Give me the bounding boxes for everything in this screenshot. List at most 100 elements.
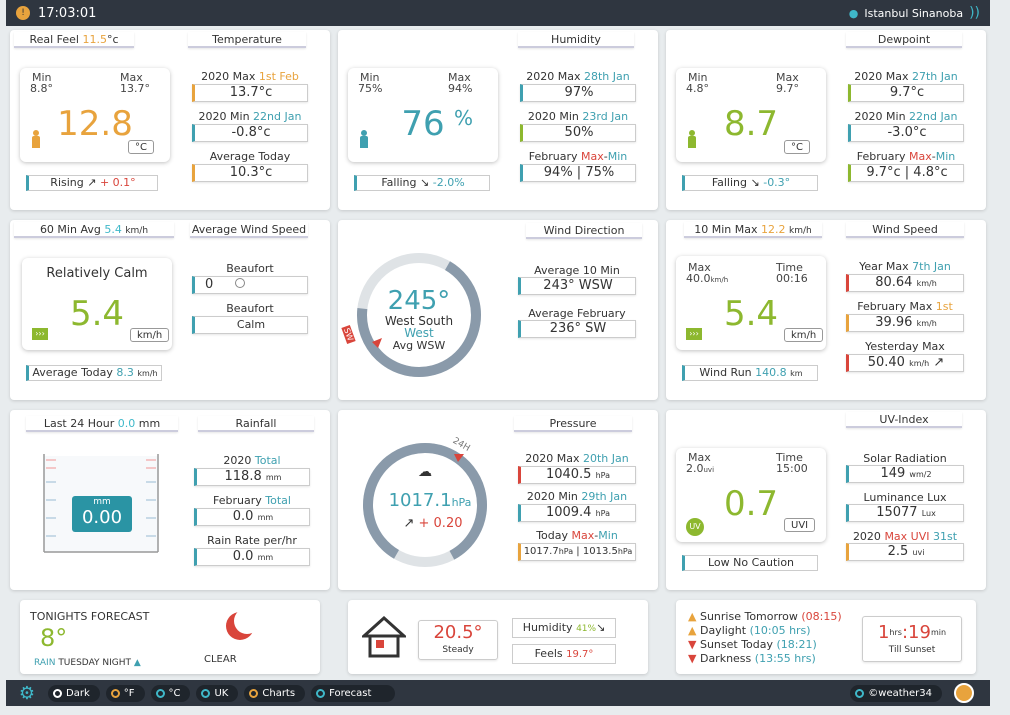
dewpoint-header: Dewpoint — [846, 32, 962, 48]
avg-wind-header: Average Wind Speed — [190, 222, 308, 238]
humidity-main: Min 75% Max 94% 76 % — [348, 68, 498, 162]
forecast-condition: CLEAR — [204, 654, 237, 665]
weather-icon: ☁ — [418, 464, 432, 480]
last24-header: Last 24 Hour 0.0 mm — [26, 416, 178, 432]
max-label: Max — [688, 451, 711, 464]
v: 0.0 — [232, 549, 254, 564]
charts-button[interactable]: Charts — [244, 684, 306, 702]
v: 118.8 — [224, 469, 262, 484]
total: Total — [254, 454, 281, 467]
v: 2.5 — [887, 544, 909, 559]
chevrons-icon: ››› — [32, 328, 48, 340]
uv-panel: UV-Index Max 2.0uvi Time 15:00 0.7 UV UV… — [666, 410, 986, 590]
label: 2020 Min — [527, 110, 579, 123]
rain-readout: mm 0.00 — [72, 496, 132, 532]
month-max-value: 39.96 km/h — [846, 314, 964, 332]
wind-value: 5.4 — [723, 294, 779, 334]
year-max-value: 80.64 km/h — [846, 274, 964, 292]
date: 29th Jan — [581, 490, 628, 503]
celsius-button[interactable]: °C — [150, 684, 191, 702]
beaufort-label: Beaufort — [226, 262, 274, 275]
gear-icon[interactable]: ⚙ — [18, 682, 36, 704]
year-max-label: 2020 Max 1st Feb — [192, 70, 308, 83]
solar-value: 149 wm/2 — [846, 465, 964, 483]
trend-label: Falling — [711, 176, 747, 189]
dewpoint-panel: Dewpoint Min 4.8° Max 9.7° 8.7 °C Fallin… — [666, 30, 986, 210]
dewpoint-unit: °C — [784, 140, 810, 154]
indoor-temp-box: 20.5° Steady — [418, 620, 498, 660]
indoor-panel: 20.5° Steady Humidity 41%↘ Feels 19.7° — [348, 600, 648, 674]
forecast-title: TONIGHTS FORECAST — [30, 610, 150, 623]
brand-link[interactable]: ©weather34 — [850, 684, 942, 702]
forecast-temp: 8° — [40, 624, 68, 652]
sunset-row: ▼ Sunset Today (18:21) — [688, 638, 817, 651]
label: 2020 Min — [198, 110, 250, 123]
label: 2020 Max — [525, 452, 580, 465]
label: Average Today — [32, 366, 113, 379]
humidity-trend: Falling ↘ -2.0% — [354, 175, 490, 191]
label: UK — [214, 687, 229, 699]
u: uvi — [703, 466, 715, 474]
u: hPa — [558, 547, 574, 556]
label: Today — [536, 529, 569, 542]
avg-wind-panel: 60 Min Avg 5.4 km/h Average Wind Speed R… — [10, 220, 330, 400]
pressure-header: Pressure — [514, 416, 632, 432]
date: 22nd Jan — [909, 110, 958, 123]
year-max-value: 97% — [520, 84, 636, 102]
min-value: 75% — [358, 82, 383, 95]
direction-name-2: West — [404, 326, 434, 340]
rf-label: Real Feel — [29, 33, 79, 46]
v: 80.64 — [875, 275, 913, 290]
fahrenheit-button[interactable]: °F — [105, 684, 145, 702]
label: 2020 Min — [854, 110, 906, 123]
h: 1 — [877, 622, 890, 643]
v: 2.0 — [686, 462, 704, 475]
v: 50.40 — [867, 355, 905, 370]
val: (13:55 hrs) — [754, 652, 816, 665]
max: Max UVI — [884, 530, 930, 543]
uv-badge: UV — [686, 518, 704, 536]
humidity-value: 76 — [401, 104, 445, 144]
temperature-header: Temperature — [188, 32, 306, 48]
rain-value: 0.00 — [81, 507, 123, 528]
avg-value: 10.3°c — [192, 164, 308, 182]
daylight-row: ▲ Daylight (10:05 hrs) — [688, 624, 811, 637]
label: Daylight — [699, 624, 747, 637]
pressure-gauge — [363, 443, 487, 567]
forecast-button[interactable]: Forecast — [311, 684, 396, 702]
label: 2020 Max — [854, 70, 909, 83]
label: 2020 Min — [526, 490, 578, 503]
v: 40.0 — [686, 272, 711, 285]
v: 1040.5 — [545, 467, 592, 482]
dark-button[interactable]: Dark — [48, 684, 100, 702]
trend-label: Falling — [381, 176, 417, 189]
darkness-row: ▼ Darkness (13:55 hrs) — [688, 652, 816, 665]
v: 1017.1 — [388, 490, 452, 511]
mu: min — [930, 628, 947, 637]
beaufort2-label: Beaufort — [226, 302, 274, 315]
u: wm/2 — [909, 470, 932, 479]
uk-button[interactable]: UK — [196, 684, 239, 702]
theme-toggle-icon[interactable] — [954, 683, 974, 703]
min-label: Min — [360, 71, 380, 84]
label: Humidity — [522, 621, 573, 634]
10min-max-header: 10 Min Max 12.2 km/h — [684, 222, 822, 238]
max-value: 40.0km/h — [686, 273, 728, 286]
temp-value: 12.8 — [57, 104, 133, 144]
clock-icon: ! — [16, 6, 30, 20]
min-value: 4.8° — [686, 82, 709, 95]
person-icon — [360, 130, 368, 150]
u: hPa — [451, 496, 472, 509]
label: February — [856, 150, 906, 163]
avgmonth-label: Average February — [528, 307, 626, 320]
wind-run: Wind Run 140.8 km — [682, 365, 818, 381]
val: 41% — [576, 624, 597, 634]
dewpoint-value: 8.7 — [723, 104, 779, 144]
date: 22nd Jan — [253, 110, 302, 123]
min: Min — [598, 529, 618, 542]
u: km/h — [916, 279, 937, 288]
indoor-humidity: Humidity 41%↘ — [512, 618, 616, 638]
moon-icon — [226, 608, 260, 640]
u: hPa — [595, 471, 611, 480]
pressure-trend: ↗ + 0.20 — [403, 516, 463, 531]
